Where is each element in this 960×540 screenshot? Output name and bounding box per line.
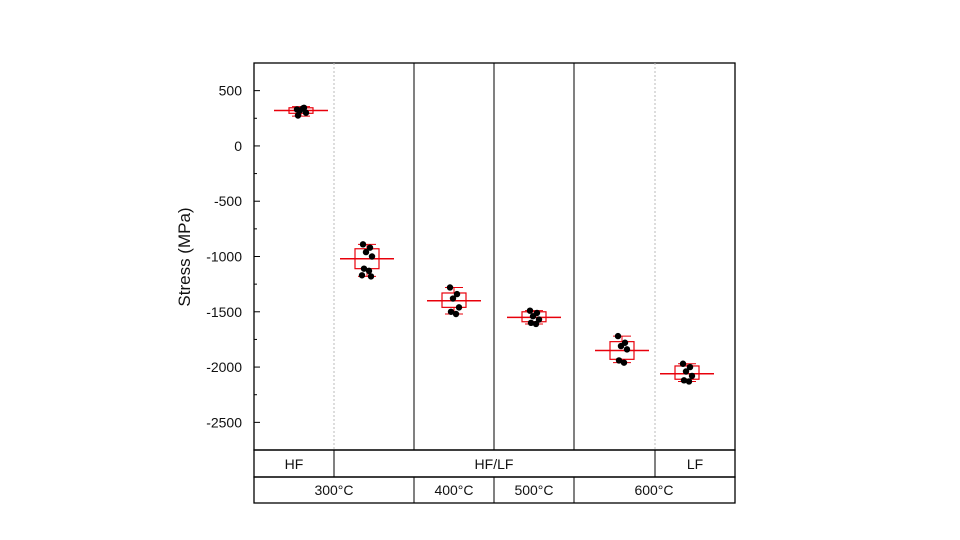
data-point — [615, 357, 623, 364]
data-point — [294, 112, 302, 119]
data-point — [529, 313, 537, 320]
box-group — [660, 360, 714, 385]
temperature-label-600: 600°C — [634, 482, 673, 498]
temperature-label-500: 500°C — [514, 482, 553, 498]
data-point — [532, 320, 540, 328]
box-group — [427, 284, 481, 318]
y-tick-label: -2000 — [206, 359, 242, 375]
data-point — [623, 346, 631, 353]
box-group — [595, 332, 649, 366]
y-tick-label: 500 — [219, 83, 243, 99]
y-tick-label: -500 — [214, 193, 242, 209]
data-point — [686, 363, 694, 371]
temperature-label-300: 300°C — [314, 482, 353, 498]
data-point — [449, 295, 457, 302]
data-point — [358, 272, 366, 279]
data-point — [526, 307, 534, 314]
box-groups — [274, 104, 714, 385]
data-point — [360, 265, 368, 272]
data-point — [455, 304, 463, 311]
method-label-lf: LF — [687, 456, 703, 472]
data-point — [617, 342, 625, 350]
data-point — [446, 284, 454, 291]
data-point — [365, 267, 373, 275]
data-point — [368, 253, 376, 260]
box-group — [507, 307, 561, 328]
box-group — [340, 241, 394, 280]
data-point — [447, 308, 455, 315]
y-axis-title: Stress (MPa) — [175, 207, 194, 306]
data-point — [452, 310, 460, 318]
y-tick-label: -1500 — [206, 304, 242, 320]
y-tick-label: -2500 — [206, 414, 242, 430]
data-point — [685, 378, 693, 385]
data-point — [453, 290, 461, 298]
y-tick-label: -1000 — [206, 249, 242, 265]
data-point — [359, 241, 367, 248]
box-group — [274, 104, 328, 119]
data-point — [527, 319, 535, 327]
data-point — [680, 377, 688, 384]
data-point — [299, 105, 307, 112]
data-point — [367, 273, 375, 280]
data-point — [362, 248, 370, 256]
data-point — [679, 360, 687, 367]
data-point — [366, 244, 374, 251]
data-point — [620, 359, 628, 366]
data-point — [688, 372, 696, 380]
data-point — [682, 368, 690, 375]
y-axis: 500 0 -500 -1000 -1500 -2000 -2500 — [206, 83, 260, 430]
y-tick-label: 0 — [234, 138, 242, 154]
method-label-hf-lf: HF/LF — [475, 456, 514, 472]
data-point — [614, 332, 622, 340]
temperature-label-400: 400°C — [434, 482, 473, 498]
method-label-hf: HF — [285, 456, 304, 472]
